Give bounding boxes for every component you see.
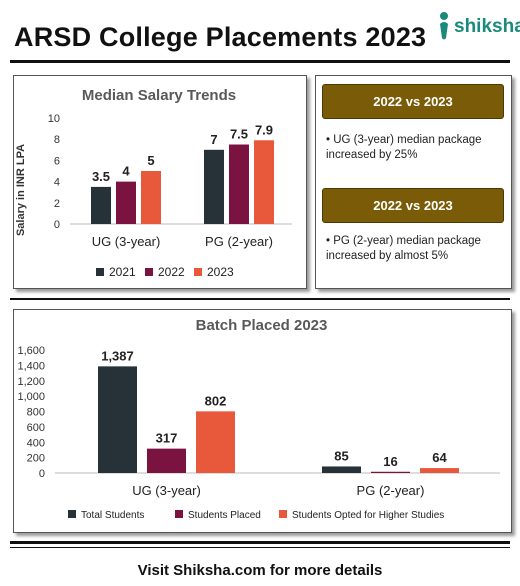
data-label: 7 bbox=[210, 132, 217, 147]
category-label: PG (2-year) bbox=[357, 483, 425, 498]
y-tick-label: 10 bbox=[48, 113, 60, 125]
y-tick-label: 8 bbox=[54, 134, 60, 146]
data-label: 3.5 bbox=[92, 169, 110, 184]
y-tick-label: 0 bbox=[54, 219, 60, 231]
batch-placed-title: Batch Placed 2023 bbox=[195, 317, 328, 334]
legend-swatch bbox=[145, 268, 153, 276]
data-label: 85 bbox=[334, 448, 348, 463]
legend-label: 2022 bbox=[158, 265, 185, 279]
footer-divider-1 bbox=[10, 541, 510, 544]
y-tick-label: 800 bbox=[27, 407, 45, 419]
data-label: 16 bbox=[383, 454, 397, 469]
callout-text-1: • UG (3-year) median package increased b… bbox=[326, 134, 482, 161]
bar-students-opted-for-higher-studies bbox=[196, 411, 235, 473]
legend-label: 2021 bbox=[109, 265, 136, 279]
bar-2022 bbox=[229, 144, 249, 224]
data-label: 4 bbox=[122, 164, 130, 179]
logo-text: shiksha bbox=[454, 16, 520, 37]
data-label: 64 bbox=[432, 450, 447, 465]
bar-students-placed bbox=[147, 448, 186, 473]
y-tick-label: 1,600 bbox=[17, 345, 45, 357]
legend-label: Total Students bbox=[81, 510, 144, 521]
bar-total-students bbox=[322, 466, 361, 473]
page-title: ARSD College Placements 2023 bbox=[14, 22, 427, 52]
legend-swatch bbox=[68, 510, 76, 518]
footer-text: Visit Shiksha.com for more details bbox=[137, 562, 383, 579]
callout-heading-2: 2022 vs 2023 bbox=[322, 188, 504, 223]
legend-label: 2023 bbox=[207, 265, 234, 279]
legend-label: Students Placed bbox=[188, 510, 261, 521]
legend-label: Students Opted for Higher Studies bbox=[292, 510, 444, 521]
y-tick-label: 200 bbox=[27, 453, 45, 465]
footer-divider-2 bbox=[10, 547, 510, 548]
legend-swatch bbox=[194, 268, 202, 276]
category-label: PG (2-year) bbox=[205, 234, 273, 249]
data-label: 802 bbox=[205, 393, 227, 408]
y-tick-label: 400 bbox=[27, 437, 45, 449]
data-label: 7.5 bbox=[230, 127, 248, 142]
category-label: UG (3-year) bbox=[132, 483, 201, 498]
bar-2021 bbox=[204, 149, 224, 224]
y-tick-label: 1,000 bbox=[17, 391, 45, 403]
data-label: 317 bbox=[156, 431, 178, 446]
y-tick-label: 0 bbox=[39, 468, 45, 480]
y-tick-label: 2 bbox=[54, 198, 60, 210]
bar-2021 bbox=[91, 186, 111, 224]
bar-2023 bbox=[254, 140, 274, 224]
y-tick-label: 1,200 bbox=[17, 376, 45, 388]
data-label: 5 bbox=[147, 153, 154, 168]
bar-total-students bbox=[98, 366, 137, 473]
legend-swatch bbox=[96, 268, 104, 276]
data-label: 1,387 bbox=[101, 348, 134, 363]
header-divider bbox=[10, 60, 510, 63]
callout-text-2: • PG (2-year) median package increased b… bbox=[326, 235, 481, 262]
section-divider-1 bbox=[10, 298, 510, 300]
y-tick-label: 1,400 bbox=[17, 360, 45, 372]
bar-students-opted-for-higher-studies bbox=[420, 468, 459, 473]
category-label: UG (3-year) bbox=[92, 234, 161, 249]
y-tick-label: 600 bbox=[27, 422, 45, 434]
bar-2023 bbox=[141, 171, 161, 224]
data-label: 7.9 bbox=[255, 122, 273, 137]
callout-heading-1: 2022 vs 2023 bbox=[322, 84, 504, 119]
median-salary-title: Median Salary Trends bbox=[81, 87, 237, 104]
bar-2022 bbox=[116, 181, 136, 224]
batch-placed-panel bbox=[13, 309, 512, 533]
bar-students-placed bbox=[371, 471, 410, 473]
legend-swatch bbox=[175, 510, 183, 518]
y-tick-label: 4 bbox=[54, 177, 60, 189]
y-tick-label: 6 bbox=[54, 155, 60, 167]
shiksha-logo-icon bbox=[440, 12, 448, 40]
legend-swatch bbox=[279, 510, 287, 518]
